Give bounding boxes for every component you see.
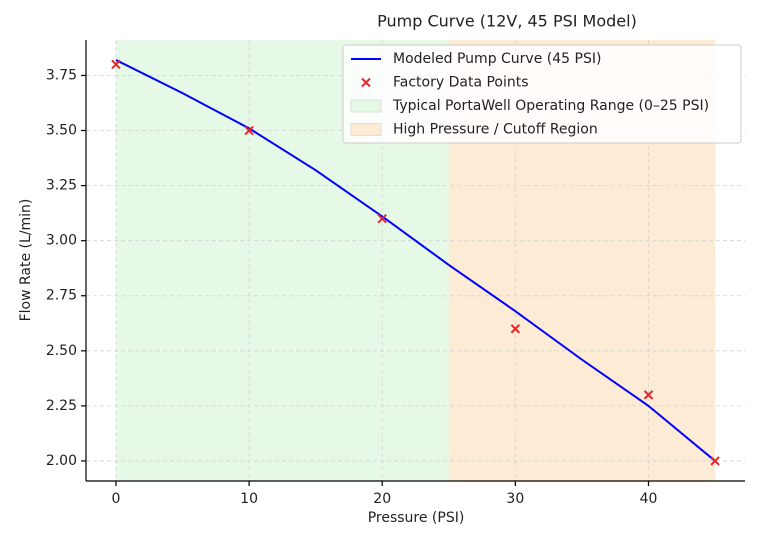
data-point [377,213,387,224]
legend-label: Factory Data Points [393,75,529,91]
y-tick-label: 3.75 [46,67,77,83]
y-tick-label: 3.00 [46,233,77,249]
x-axis-label: Pressure (PSI) [368,510,465,526]
data-point [643,390,654,400]
y-tick-label: 3.50 [46,123,77,139]
y-tick-label: 3.25 [46,178,77,194]
x-tick-label: 20 [373,491,391,507]
legend-box [342,44,742,144]
legend-label: Modeled Pump Curve (45 PSI) [393,51,601,67]
y-axis-label: Flow Rate (L/min) [18,199,34,322]
data-point [244,125,254,136]
legend-swatch [350,99,382,113]
data-point [710,456,720,466]
legend-marker [361,77,371,88]
legend-label: High Pressure / Cutoff Region [393,122,598,138]
data-point [510,324,521,334]
legend-swatch [350,123,382,136]
x-tick-label: 30 [506,491,524,507]
x-tick-label: 10 [240,491,258,507]
data-point [111,59,121,70]
x-tick-label: 0 [111,491,120,507]
y-tick-label: 2.25 [46,398,77,414]
legend-label: Typical PortaWell Operating Range (0–25 … [392,98,709,114]
y-tick-label: 2.50 [46,343,77,359]
y-tick-label: 2.75 [46,288,77,304]
chart-title: Pump Curve (12V, 45 PSI Model) [377,12,637,31]
y-tick-label: 2.00 [46,453,77,469]
x-tick-label: 40 [640,491,658,507]
pump-curve [115,59,716,462]
